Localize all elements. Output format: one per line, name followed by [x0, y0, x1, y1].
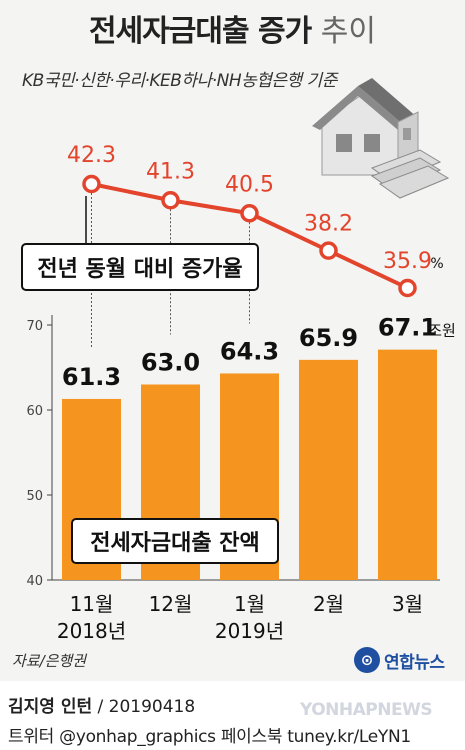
line-value-label: 38.2	[304, 212, 353, 237]
x-tick-label: 12월	[149, 592, 193, 616]
line-series: 42.3 41.3 40.5 38.2 35.9%	[67, 143, 444, 298]
credit-line: 김지영 인턴 / 20190418	[8, 692, 195, 717]
y-tick-label: 50	[26, 489, 43, 504]
watermark: YONHAPNEWS	[300, 700, 433, 720]
logo-name: 연합뉴스	[384, 652, 445, 673]
bar-value-label: 64.3	[220, 337, 279, 365]
title-suffix: 추이	[320, 14, 376, 49]
line-series-legend-box: 전년 동월 대비 증가율	[21, 243, 259, 291]
x-tick-label: 1월	[234, 592, 265, 616]
x-axis-labels: 11월 2018년 12월 1월 2019년 2월 3월	[57, 592, 423, 643]
line-value-label: 42.3	[67, 143, 116, 168]
line-value-label: 40.5	[225, 172, 274, 197]
y-axis: 40 50 60 70	[26, 315, 440, 589]
line-point	[82, 174, 101, 194]
credit-date: / 20190418	[97, 697, 196, 717]
bar-series-label: 전세자금대출 잔액	[90, 531, 260, 556]
y-tick-label: 70	[26, 319, 43, 334]
bar	[299, 359, 358, 580]
legend-callout	[85, 196, 104, 247]
x-tick-label: 11월	[70, 592, 114, 616]
x-year-label: 2019년	[215, 619, 284, 643]
social-links: 트위터 @yonhap_graphics 페이스북 tuney.kr/LeYN1	[8, 727, 411, 747]
bar-value-label: 67.1	[378, 314, 437, 342]
bar-series-legend-box: 전세자금대출 잔액	[71, 518, 279, 564]
bar-value-label: 63.0	[141, 349, 200, 377]
line-point	[161, 191, 180, 210]
credit-author: 김지영 인턴	[8, 697, 93, 717]
yonhap-logo: ⊙ 연합뉴스	[354, 645, 445, 675]
chart-subtitle: KB국민·신한·우리·KEB하나·NH농협은행 기준	[22, 71, 337, 91]
combo-chart: 40 50 60 70 61.3 63.0 64.3 65.9 67.1조원 42.3 41.3…	[21, 78, 456, 643]
line-value-label: 35.9	[383, 249, 432, 274]
chart-panel: 전세자금대출 증가 추이 KB국민·신한·우리·KEB하나·NH농협은행 기준 …	[0, 0, 465, 681]
line-point	[240, 204, 259, 223]
chart-title: 전세자금대출 증가 추이	[0, 12, 465, 52]
x-tick-label: 2월	[313, 592, 344, 616]
source-note: 자료/은행권	[12, 652, 87, 670]
title-main: 전세자금대출 증가	[89, 14, 312, 49]
x-year-label: 2018년	[57, 619, 126, 643]
line-series-label: 전년 동월 대비 증가율	[37, 257, 242, 282]
bar-unit-label: 조원	[428, 322, 456, 340]
x-tick-label: 3월	[392, 592, 423, 616]
line-unit-label: %	[430, 256, 443, 272]
bar-value-label: 61.3	[62, 363, 121, 391]
bar-value-label: 65.9	[299, 324, 358, 352]
y-tick-label: 60	[26, 404, 43, 419]
line-point	[319, 241, 338, 260]
bar	[378, 349, 437, 580]
house-with-money-illustration	[312, 78, 450, 199]
globe-icon: ⊙	[354, 647, 380, 673]
line-point	[398, 278, 417, 298]
y-tick-label: 40	[26, 574, 43, 589]
line-value-label: 41.3	[146, 159, 195, 184]
